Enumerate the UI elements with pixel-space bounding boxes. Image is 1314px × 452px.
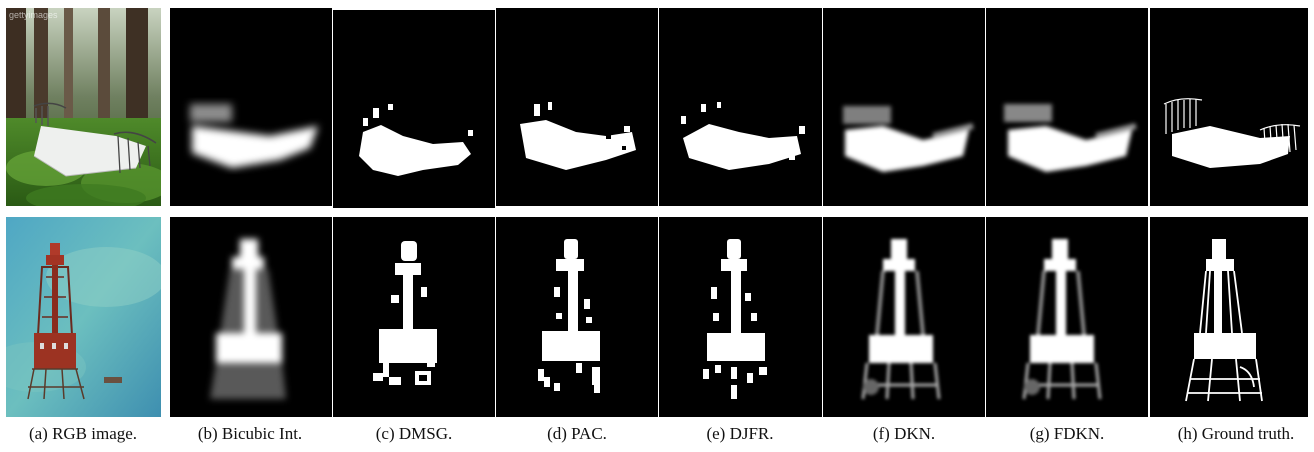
- caption-ground-truth: (h) Ground truth.: [1177, 424, 1295, 443]
- mask-dmsg-lighthouse: [333, 217, 495, 417]
- mask-bicubic-bed: [170, 8, 332, 206]
- mask-bicubic-lighthouse: [170, 217, 332, 417]
- mask-dkn-lighthouse: [823, 217, 985, 417]
- caption-fdkn: (g) FDKN.: [1029, 424, 1105, 443]
- mask-fdkn-bed: [986, 8, 1148, 206]
- mask-dkn-bed: [823, 8, 985, 206]
- caption-bicubic: (b) Bicubic Int.: [197, 424, 303, 443]
- mask-djfr-bed: [659, 8, 822, 206]
- mask-dmsg-bed: [333, 10, 495, 208]
- rgb-image-bed: gettyimages: [6, 8, 161, 206]
- caption-dmsg: (c) DMSG.: [375, 424, 453, 443]
- mask-pac-lighthouse: [496, 217, 658, 417]
- caption-dkn: (f) DKN.: [872, 424, 936, 443]
- caption-pac: (d) PAC.: [547, 424, 607, 443]
- rgb-image-lighthouse: [6, 217, 161, 417]
- mask-fdkn-lighthouse: [986, 217, 1148, 417]
- mask-ground-truth-lighthouse: [1150, 217, 1308, 417]
- mask-pac-bed: [496, 8, 658, 206]
- mask-ground-truth-bed: [1150, 8, 1308, 206]
- mask-djfr-lighthouse: [659, 217, 822, 417]
- caption-djfr: (e) DJFR.: [706, 424, 774, 443]
- caption-rgb-image: (a) RGB image.: [28, 424, 138, 443]
- watermark-text: gettyimages: [9, 10, 58, 20]
